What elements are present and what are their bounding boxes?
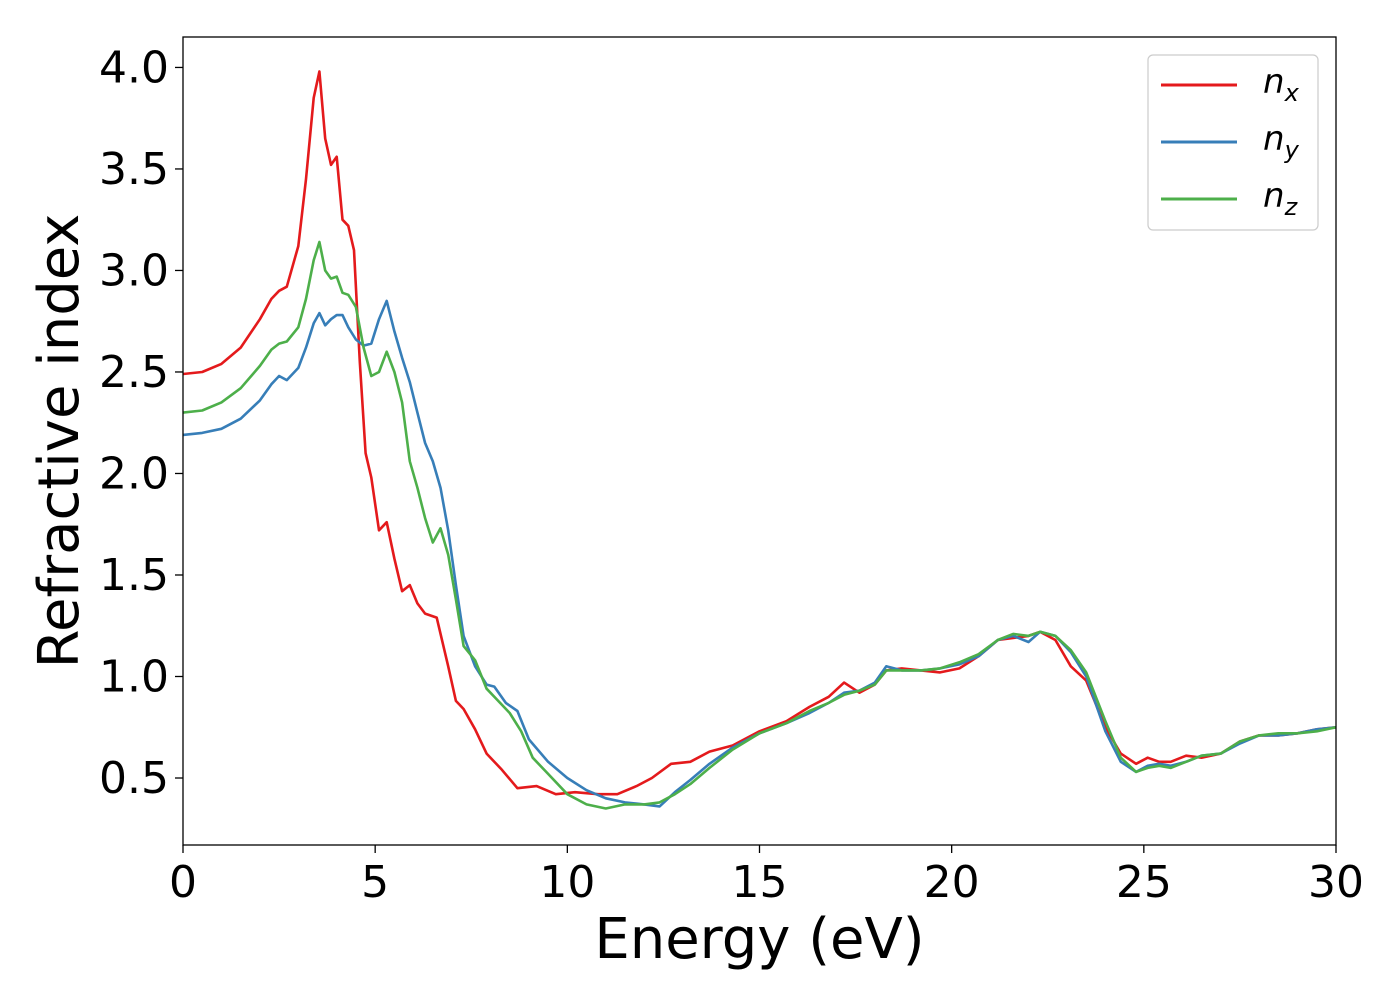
y-axis: 0.5 1.0 1.5 2.0 2.5 3.0 3.5 4.0	[99, 42, 183, 804]
y-tick-label: 2.0	[99, 448, 169, 499]
legend-label-base: n	[1263, 119, 1285, 159]
x-axis: 0 5 10 15 20 25 30	[169, 845, 1364, 908]
x-tick-label: 15	[732, 857, 788, 908]
y-tick-label: 2.5	[99, 347, 169, 398]
y-tick-label: 1.5	[99, 550, 169, 601]
x-tick-label: 20	[924, 857, 980, 908]
x-tick-label: 0	[169, 857, 197, 908]
x-tick-label: 30	[1308, 857, 1364, 908]
legend-label-base: n	[1263, 62, 1285, 102]
legend-label-subscript: x	[1284, 79, 1300, 107]
legend-label-z: nz	[1263, 176, 1299, 221]
legend-label-y: ny	[1263, 119, 1300, 164]
x-tick-label: 5	[361, 857, 389, 908]
legend-label-base: n	[1263, 176, 1285, 216]
series-layer	[183, 70, 1336, 810]
legend-label-x: nx	[1263, 62, 1300, 107]
y-tick-label: 3.5	[99, 144, 169, 195]
x-tick-label: 25	[1116, 857, 1172, 908]
y-tick-label: 4.0	[99, 42, 169, 93]
y-axis-title: Refractive index	[27, 214, 92, 669]
y-tick-label: 0.5	[99, 753, 169, 804]
y-tick-label: 3.0	[99, 245, 169, 296]
legend-label-subscript: y	[1284, 136, 1300, 164]
x-tick-label: 10	[539, 857, 595, 908]
series-line-z	[183, 240, 1336, 810]
x-axis-title: Energy (eV)	[594, 907, 924, 972]
legend-label-subscript: z	[1284, 193, 1299, 221]
y-tick-label: 1.0	[99, 651, 169, 702]
series-line-y	[183, 299, 1336, 808]
